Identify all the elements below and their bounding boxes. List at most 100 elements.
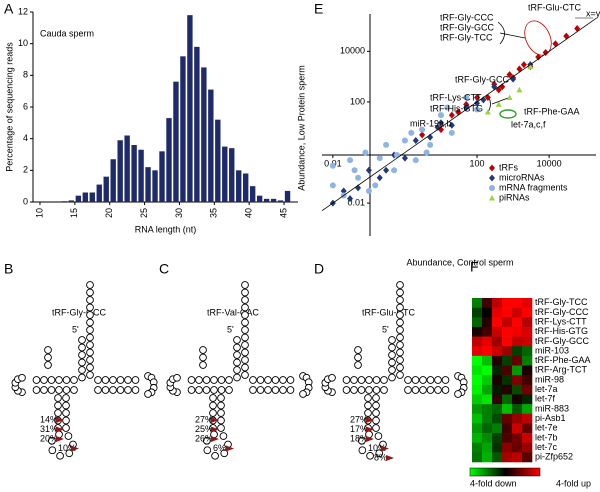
nucleotide [396, 341, 404, 349]
nucleotide [358, 446, 367, 455]
nucleotide [233, 336, 241, 344]
nucleotide [396, 371, 404, 379]
nucleotide [233, 373, 241, 382]
nucleotide [101, 386, 110, 394]
heatmap-cell [522, 317, 533, 328]
nucleotide [86, 333, 94, 342]
nucleotide [241, 341, 249, 349]
bar [187, 15, 193, 202]
heatmap-cell [502, 336, 513, 347]
nucleotide [54, 409, 62, 417]
point [448, 111, 455, 119]
nucleotide [233, 351, 241, 359]
nucleotide [372, 416, 380, 425]
nucleotide [195, 386, 203, 394]
point [563, 32, 570, 40]
heatmap-cell [502, 413, 513, 424]
nucleotide [86, 363, 94, 372]
cleavage-percent: 10% [58, 443, 76, 453]
nucleotide [241, 348, 249, 357]
nucleotide [241, 318, 249, 327]
bar [131, 145, 137, 202]
heatmap-cell [512, 384, 523, 395]
nucleotide [374, 432, 383, 440]
bar [117, 140, 123, 202]
cleavage-wedge [56, 436, 64, 442]
cleavage-percent: 27% [195, 414, 213, 424]
nucleotide [233, 343, 241, 352]
nucleotide [256, 386, 265, 394]
heatmap-cell [502, 317, 513, 328]
row-label: pi-Zfp652 [535, 452, 573, 462]
x-axis-label: Abundance, Control sperm [406, 257, 513, 267]
nucleotide [209, 394, 217, 402]
bar [68, 200, 75, 202]
nucleotide [241, 326, 249, 334]
nucleotide [211, 451, 219, 460]
point [527, 63, 534, 70]
nucleotide [365, 386, 373, 394]
nucleotide [116, 386, 125, 394]
legend-marker [489, 185, 495, 191]
heatmap-cell [492, 336, 503, 347]
nucleotide [217, 409, 225, 417]
heatmap-cell [472, 394, 483, 405]
point [329, 182, 336, 189]
bar [236, 170, 242, 202]
nucleotide [209, 409, 217, 417]
nucleotide [279, 386, 287, 394]
heatmap-cell [482, 365, 493, 376]
bar [138, 149, 144, 202]
nucleotide [124, 386, 132, 394]
x-tick-label: 100 [470, 158, 485, 168]
panel-label: A [4, 1, 14, 17]
heatmap-cell [472, 452, 483, 463]
row-label: let-7e [535, 423, 558, 433]
nucleotide [195, 376, 203, 384]
row-label: let-7c [535, 442, 558, 452]
nucleotide [396, 288, 404, 297]
bar [96, 184, 102, 202]
point [372, 182, 379, 189]
heatmap-cell [472, 317, 483, 328]
nucleotide [44, 346, 52, 354]
bar [249, 186, 256, 202]
bar [180, 56, 186, 203]
row-label: tRF-Arg-TCT [535, 365, 587, 375]
y-axis-label: Percentage of sequencing reads [4, 42, 14, 172]
nucleotide [209, 401, 217, 410]
heatmap-cell [492, 413, 503, 424]
heatmap-cell [502, 384, 513, 395]
row-label: tRF-Gly-GCC [535, 336, 589, 346]
point [437, 119, 444, 127]
nucleotide [55, 376, 63, 384]
nucleotide [47, 376, 56, 384]
cleavage-percent: 31% [40, 424, 58, 434]
heatmap-cell [512, 404, 523, 415]
nucleotide [48, 436, 56, 445]
y-axis-label: Abundance, Low Protein sperm [296, 65, 306, 191]
nucleotide [219, 432, 228, 440]
nucleotide [328, 373, 336, 382]
row-label: tRF-Gly-TCC [535, 297, 588, 307]
x-tick-label: 45 [278, 208, 288, 218]
cleavage-percent: 6% [213, 443, 226, 453]
bar [124, 135, 130, 202]
heatmap-cell [512, 452, 523, 463]
bar [89, 192, 95, 202]
nucleotide [32, 386, 41, 394]
row-label: let-7b [535, 432, 558, 442]
heatmap-cell [492, 307, 503, 318]
heatmap-cell [472, 365, 483, 376]
nucleotide [404, 376, 412, 384]
nucleotide [86, 356, 94, 364]
nucleotide [241, 311, 249, 319]
row-label: tRF-Gly-CCC [535, 307, 589, 317]
point [463, 104, 470, 112]
heatmap-cell [512, 365, 523, 376]
bar [82, 192, 88, 202]
nucleotide [124, 376, 132, 384]
point [474, 106, 481, 113]
nucleotide [78, 351, 86, 359]
row-label: let-7a [535, 384, 558, 394]
